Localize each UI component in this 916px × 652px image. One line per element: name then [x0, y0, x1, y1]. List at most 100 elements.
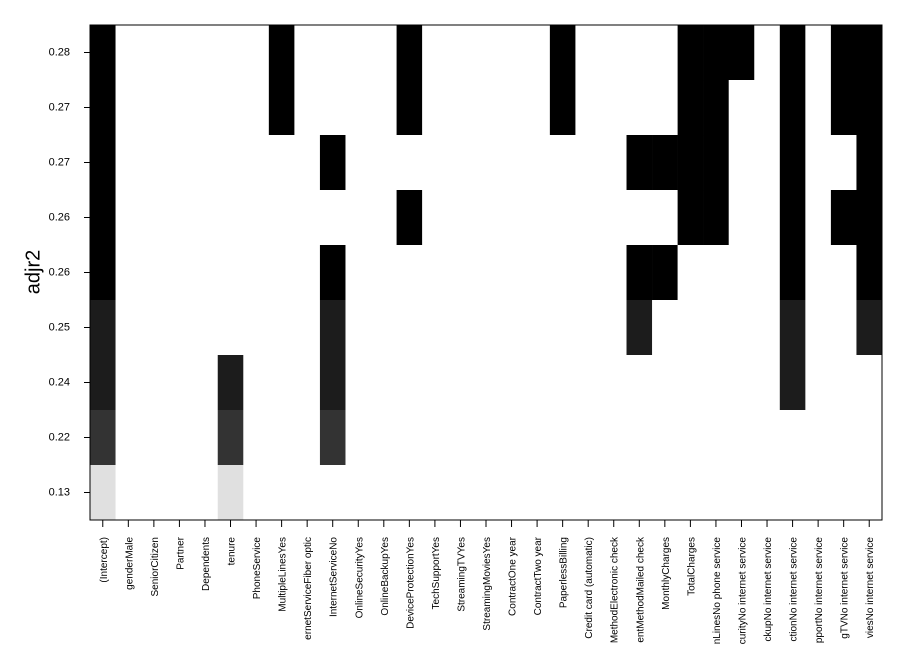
cell [447, 190, 474, 246]
cell [473, 245, 500, 301]
cell [90, 245, 116, 301]
cell [217, 80, 244, 136]
cell [498, 355, 525, 411]
cell [217, 355, 244, 411]
cell [141, 300, 167, 356]
x-tick-label: pportNo internet service [814, 537, 825, 644]
y-axis-label: adjr2 [22, 250, 44, 294]
cell [243, 300, 270, 356]
cell [473, 80, 500, 136]
cell [728, 410, 755, 466]
x-tick-label: (Intercept) [99, 537, 110, 583]
cell [805, 25, 832, 81]
cell [754, 245, 781, 301]
cell [141, 25, 167, 81]
cell [115, 300, 142, 356]
y-tick-label: 0.13 [49, 486, 70, 498]
cell [473, 190, 500, 246]
x-tick-label: tenure [227, 537, 238, 566]
cell [90, 190, 116, 246]
cell [805, 80, 832, 136]
cell [703, 190, 730, 246]
cell [217, 25, 244, 81]
cell [830, 410, 857, 466]
cell [856, 135, 883, 191]
cell [294, 25, 321, 81]
cell [600, 245, 627, 301]
cell [856, 25, 883, 81]
cell [192, 25, 219, 81]
cell [626, 80, 653, 136]
cell [677, 465, 704, 521]
cell [396, 80, 423, 136]
cell [345, 355, 372, 411]
cell [243, 465, 270, 521]
cell [192, 410, 219, 466]
cell [728, 245, 755, 301]
y-tick-label: 0.28 [49, 46, 70, 58]
cell [192, 465, 219, 521]
cell [856, 300, 883, 356]
cell [830, 25, 857, 81]
cell [575, 135, 602, 191]
cell [549, 355, 576, 411]
cell [830, 465, 857, 521]
cell [166, 355, 193, 411]
cell [319, 135, 346, 191]
cell [396, 245, 423, 301]
cell [830, 135, 857, 191]
cell [243, 245, 270, 301]
cell [600, 465, 627, 521]
cell [549, 245, 576, 301]
cell [652, 355, 678, 411]
cell [652, 190, 678, 246]
cell [830, 245, 857, 301]
cell [575, 190, 602, 246]
cell [319, 80, 346, 136]
cell [422, 465, 448, 521]
cell [141, 80, 167, 136]
x-tick-label: viesNo internet service [865, 537, 876, 639]
cell [779, 245, 806, 301]
cell [652, 135, 678, 191]
cell [345, 135, 372, 191]
cell [371, 190, 397, 246]
y-tick-label: 0.24 [49, 376, 70, 388]
cell [856, 190, 883, 246]
cell [856, 465, 883, 521]
cell [754, 135, 781, 191]
cell [319, 355, 346, 411]
cell [779, 80, 806, 136]
cell [524, 300, 551, 356]
cell [268, 245, 295, 301]
cell [371, 410, 397, 466]
cell [677, 135, 704, 191]
cell [447, 135, 474, 191]
cell [217, 245, 244, 301]
cell [498, 25, 525, 81]
cell [371, 25, 397, 81]
cell [498, 245, 525, 301]
x-tick-label: InternetServiceNo [329, 537, 340, 617]
cell [754, 80, 781, 136]
cell [166, 190, 193, 246]
cell [779, 135, 806, 191]
cell [243, 25, 270, 81]
cell [575, 355, 602, 411]
cell [779, 190, 806, 246]
cell [243, 135, 270, 191]
cell [268, 190, 295, 246]
cell [626, 25, 653, 81]
cell [779, 300, 806, 356]
cell [779, 465, 806, 521]
cell [447, 300, 474, 356]
cell [371, 300, 397, 356]
cell [268, 355, 295, 411]
cell [268, 300, 295, 356]
cell [473, 355, 500, 411]
cell [294, 355, 321, 411]
cell [345, 465, 372, 521]
cell [703, 465, 730, 521]
cell [524, 135, 551, 191]
cell [166, 465, 193, 521]
